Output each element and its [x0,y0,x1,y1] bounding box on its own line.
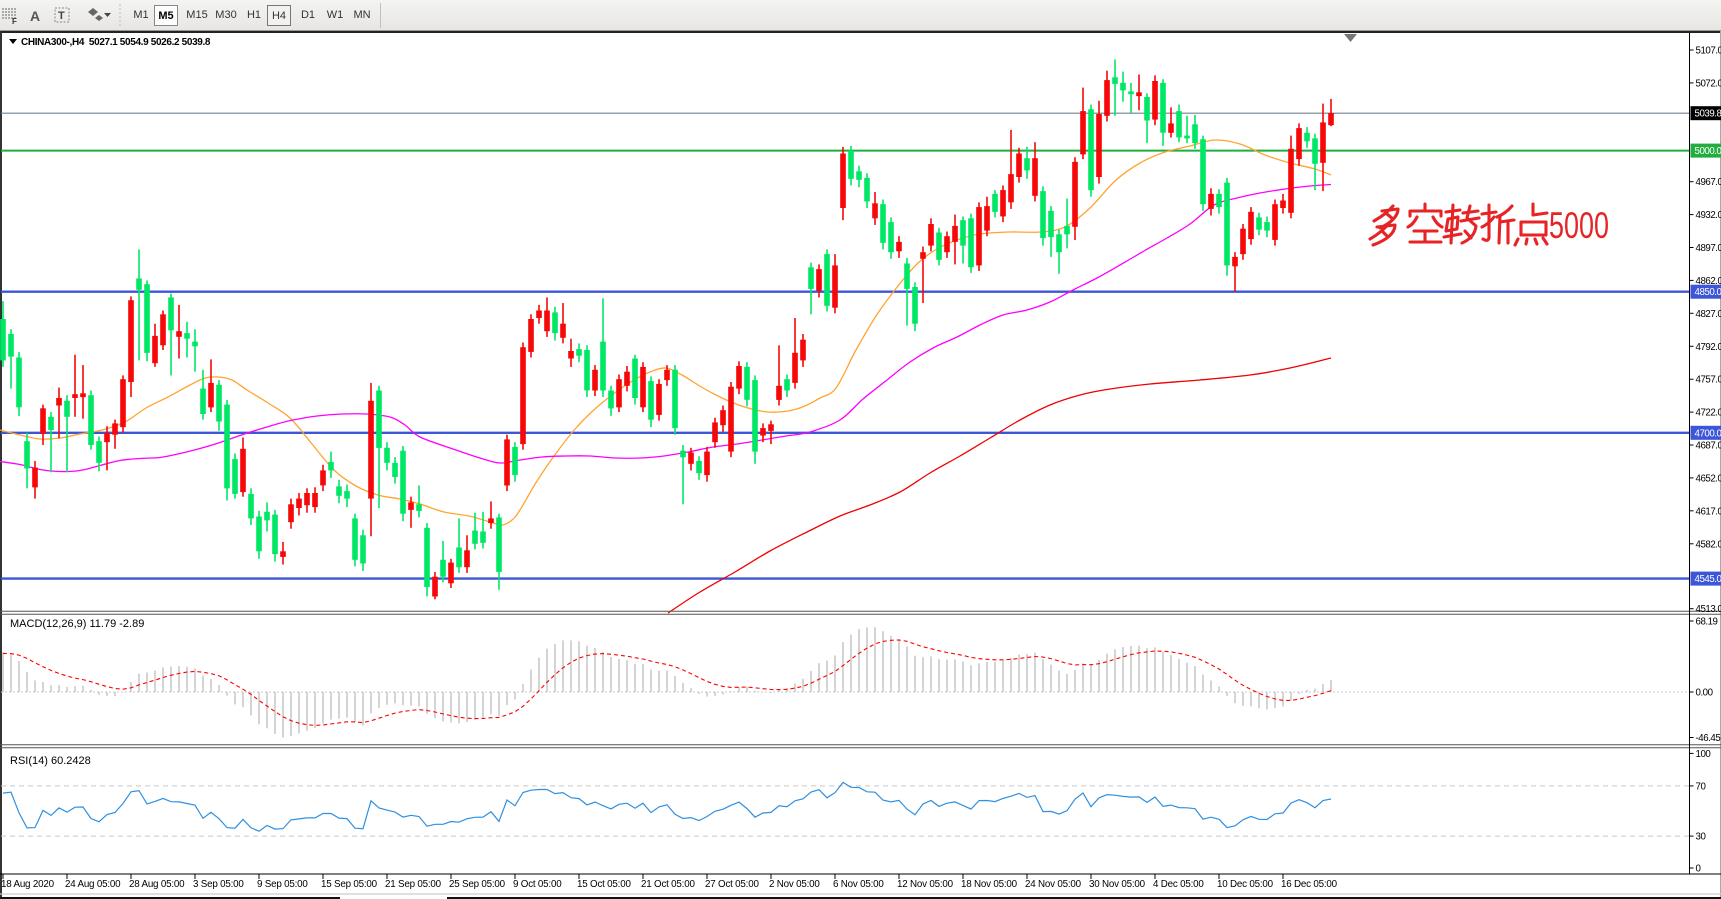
svg-text:4967.0: 4967.0 [1696,177,1721,188]
svg-text:F: F [12,17,17,26]
svg-text:5000: 5000 [1549,205,1609,246]
svg-text:16 Dec 05:00: 16 Dec 05:00 [1281,879,1338,890]
svg-text:4513.0: 4513.0 [1696,604,1721,615]
svg-text:15 Sep 05:00: 15 Sep 05:00 [321,879,378,890]
svg-text:4827.0: 4827.0 [1696,309,1721,320]
svg-text:MACD(12,26,9) 11.79 -2.89: MACD(12,26,9) 11.79 -2.89 [10,618,144,630]
svg-text:68.19: 68.19 [1696,617,1718,628]
svg-text:6 Nov 05:00: 6 Nov 05:00 [833,879,884,890]
svg-text:27 Oct 05:00: 27 Oct 05:00 [705,879,759,890]
svg-text:0.00: 0.00 [1696,688,1714,699]
svg-text:28 Aug 05:00: 28 Aug 05:00 [129,879,185,890]
svg-text:4932.0: 4932.0 [1696,210,1721,221]
svg-text:5072.0: 5072.0 [1696,78,1721,89]
svg-text:RSI(14) 60.2428: RSI(14) 60.2428 [10,755,91,767]
svg-text:24 Aug 05:00: 24 Aug 05:00 [65,879,121,890]
svg-text:100: 100 [1696,749,1712,760]
svg-text:4757.0: 4757.0 [1696,375,1721,386]
svg-text:4722.0: 4722.0 [1696,408,1721,419]
svg-text:70: 70 [1696,781,1707,792]
svg-text:2 Nov 05:00: 2 Nov 05:00 [769,879,820,890]
svg-text:4862.0: 4862.0 [1696,276,1721,287]
svg-text:4687.0: 4687.0 [1696,441,1721,452]
svg-text:9 Sep 05:00: 9 Sep 05:00 [257,879,308,890]
svg-text:4850.0: 4850.0 [1695,287,1721,298]
svg-text:-46.45: -46.45 [1696,733,1721,744]
svg-text:10 Dec 05:00: 10 Dec 05:00 [1217,879,1274,890]
svg-text:4617.0: 4617.0 [1696,506,1721,517]
svg-text:21 Sep 05:00: 21 Sep 05:00 [385,879,442,890]
svg-text:4 Dec 05:00: 4 Dec 05:00 [1153,879,1204,890]
svg-text:0: 0 [1696,864,1702,875]
svg-text:A: A [30,8,40,24]
svg-text:24 Nov 05:00: 24 Nov 05:00 [1025,879,1082,890]
svg-text:5107.0: 5107.0 [1696,46,1721,57]
svg-text:25 Sep 05:00: 25 Sep 05:00 [449,879,506,890]
svg-text:18 Aug 2020: 18 Aug 2020 [1,879,55,890]
svg-text:4700.0: 4700.0 [1695,428,1721,439]
svg-text:15 Oct 05:00: 15 Oct 05:00 [577,879,631,890]
svg-text:4792.0: 4792.0 [1696,342,1721,353]
svg-text:5000.0: 5000.0 [1695,146,1721,157]
svg-text:3 Sep 05:00: 3 Sep 05:00 [193,879,244,890]
svg-text:4652.0: 4652.0 [1696,473,1721,484]
svg-text:4582.0: 4582.0 [1696,539,1721,550]
svg-text:9 Oct 05:00: 9 Oct 05:00 [513,879,562,890]
svg-text:12 Nov 05:00: 12 Nov 05:00 [897,879,954,890]
svg-text:4897.0: 4897.0 [1696,243,1721,254]
svg-text:5039.8: 5039.8 [1695,109,1721,120]
svg-text:CHINA300-,H4 5027.1 5054.9 50: CHINA300-,H4 5027.1 5054.9 5026.2 5039.8 [21,37,211,48]
svg-text:21 Oct 05:00: 21 Oct 05:00 [641,879,695,890]
svg-text:30 Nov 05:00: 30 Nov 05:00 [1089,879,1146,890]
svg-text:30: 30 [1696,832,1707,843]
svg-text:4545.0: 4545.0 [1695,574,1721,585]
svg-text:18 Nov 05:00: 18 Nov 05:00 [961,879,1018,890]
svg-text:T: T [58,10,65,22]
